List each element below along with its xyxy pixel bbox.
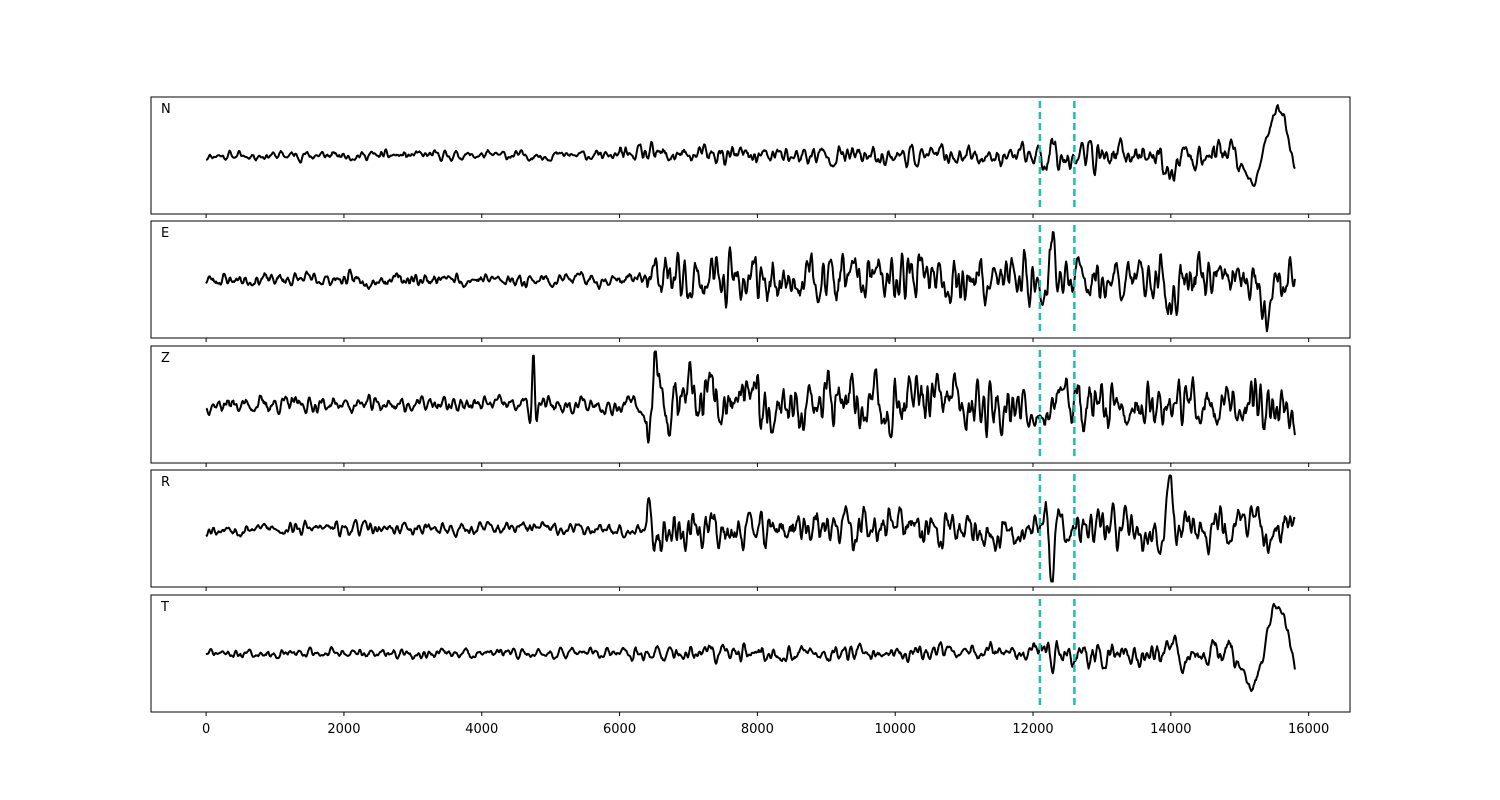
panel-label: T	[160, 600, 169, 615]
panel-e: E	[150, 220, 1351, 342]
waveform-trace	[205, 474, 1296, 583]
x-tick-label: 4000	[465, 722, 498, 737]
panel-frame	[150, 345, 1351, 464]
waveform-trace	[205, 104, 1296, 187]
panel-frame	[150, 220, 1351, 339]
x-tick-label: 2000	[327, 722, 360, 737]
x-tick-label: 14000	[1150, 722, 1191, 737]
x-axis: 0 2000 4000 6000 8000 10000 12000 14000 16000	[202, 722, 1329, 737]
x-tick-label: 6000	[603, 722, 636, 737]
panel-r: R	[150, 469, 1351, 591]
panel-label: E	[161, 226, 169, 241]
x-tick-label: 10000	[875, 722, 916, 737]
waveform-trace	[205, 602, 1296, 693]
panel-label: N	[161, 102, 171, 117]
panel-frame	[150, 594, 1351, 713]
panels-group: N E Z R T	[150, 96, 1351, 716]
panel-n: N	[150, 96, 1351, 218]
panel-frame	[150, 469, 1351, 588]
waveform-trace	[205, 350, 1296, 444]
x-tick-label: 16000	[1288, 722, 1329, 737]
panel-label: Z	[161, 351, 170, 366]
panel-label: R	[161, 475, 170, 490]
x-tick-label: 12000	[1012, 722, 1053, 737]
panel-t: T	[150, 594, 1351, 716]
waveform-trace	[205, 231, 1296, 333]
x-tick-label: 8000	[741, 722, 774, 737]
x-tick-label: 0	[202, 722, 210, 737]
panel-frame	[150, 96, 1351, 215]
panel-z: Z	[150, 345, 1351, 467]
